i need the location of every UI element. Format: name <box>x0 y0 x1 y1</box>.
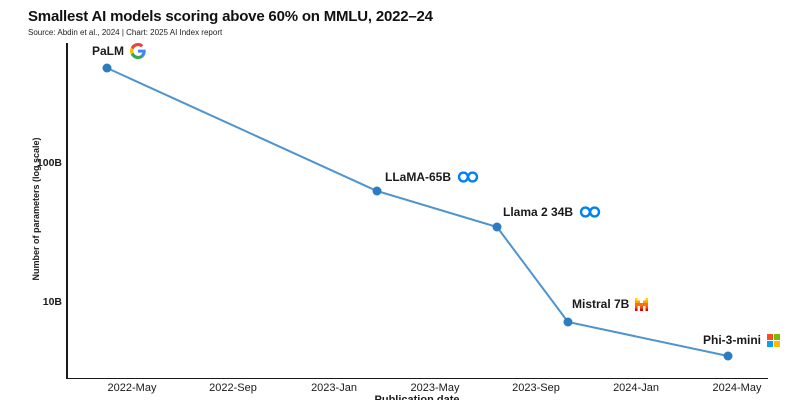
google-icon <box>130 43 146 59</box>
chart-source: Source: Abdin et al., 2024 | Chart: 2025… <box>28 28 223 37</box>
x-tick-label: 2022-May <box>107 382 157 394</box>
x-tick-label: 2023-Jan <box>311 382 357 394</box>
x-tick-label: 2022-Sep <box>209 382 257 394</box>
point-label-mistral-7b: Mistral 7B <box>572 297 649 311</box>
point-label-text: Mistral 7B <box>572 297 630 311</box>
series-line <box>106 67 729 357</box>
point-label-phi-3-mini: Phi-3-mini <box>703 333 781 347</box>
x-tick-label: 2023-Sep <box>512 382 560 394</box>
x-axis-title: Publication date <box>374 394 460 400</box>
x-tick-label: 2024-May <box>712 382 762 394</box>
point-label-text: Phi-3-mini <box>703 333 762 347</box>
data-point-marker <box>492 222 502 232</box>
x-axis-line <box>66 377 768 379</box>
x-tick-label: 2024-Jan <box>613 382 659 394</box>
x-tick-label: 2023-May <box>410 382 460 394</box>
chart-title: Smallest AI models scoring above 60% on … <box>28 8 433 25</box>
meta-icon <box>457 170 479 184</box>
point-label-text: Llama 2 34B <box>503 205 574 219</box>
y-tick-label: 10B <box>42 296 62 308</box>
mistral-icon <box>635 297 649 311</box>
y-axis-line <box>66 43 68 378</box>
data-point-marker <box>102 63 112 73</box>
point-label-llama-65b: LLaMA-65B <box>385 170 479 184</box>
point-label-text: LLaMA-65B <box>385 170 452 184</box>
meta-icon <box>579 205 601 219</box>
microsoft-icon <box>767 333 781 347</box>
data-point-marker <box>723 351 733 361</box>
y-tick-label: 100B <box>36 157 62 169</box>
data-point-marker <box>563 317 573 327</box>
data-point-marker <box>372 186 382 196</box>
y-axis-label: Number of parameters (log scale) <box>31 137 41 281</box>
point-label-llama-2-34b: Llama 2 34B <box>503 205 601 219</box>
point-label-text: PaLM <box>92 44 125 58</box>
point-label-palm: PaLM <box>92 43 146 59</box>
